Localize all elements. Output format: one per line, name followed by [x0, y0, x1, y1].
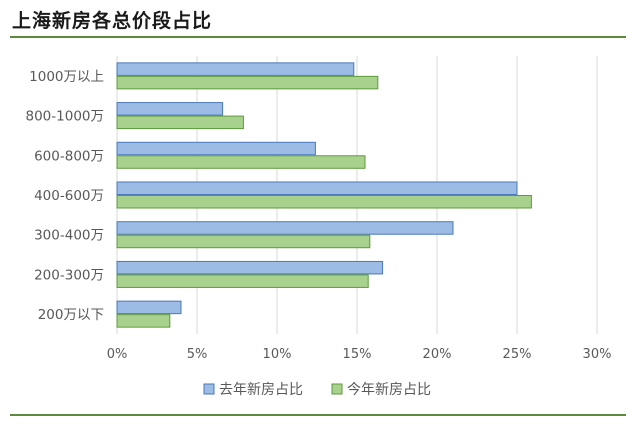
bar-this-year [116, 115, 244, 130]
bar-this-year [116, 195, 532, 209]
y-category-label: 200-300万 [34, 267, 104, 283]
bar-last-year [116, 300, 182, 315]
y-category-label: 800-1000万 [26, 109, 105, 125]
y-category-label: 400-600万 [34, 188, 104, 204]
x-tick-label: 15% [343, 347, 372, 362]
legend-swatch [203, 383, 215, 395]
legend-label: 今年新房占比 [347, 382, 431, 398]
bar-last-year [116, 181, 518, 195]
bar-last-year [116, 141, 316, 156]
x-tick-label: 0% [107, 347, 128, 362]
y-axis-labels: 1000万以上 800-1000万 600-800万 400-600万 300-400万… [26, 69, 105, 323]
x-axis-labels: 0% 5% 10% 15% 20% 25% 30% [107, 347, 612, 362]
title-underline [10, 36, 626, 38]
bar-this-year [116, 274, 369, 288]
legend-label: 去年新房占比 [219, 382, 303, 398]
chart-title: 上海新房各总价段占比 [12, 10, 213, 32]
x-tick-label: 10% [263, 347, 292, 362]
bars [116, 62, 532, 328]
y-category-label: 200万以下 [38, 307, 104, 323]
bar-this-year [116, 234, 371, 249]
bar-last-year [116, 260, 384, 275]
y-category-label: 600-800万 [34, 148, 104, 164]
x-tick-label: 20% [423, 347, 452, 362]
legend-swatch [331, 383, 343, 395]
y-category-label: 300-400万 [34, 228, 104, 244]
bar-last-year [116, 221, 454, 235]
x-tick-label: 30% [583, 347, 612, 362]
y-category-label: 1000万以上 [29, 69, 104, 85]
bar-last-year [116, 62, 355, 76]
bottom-rule [10, 414, 626, 416]
legend: 去年新房占比 今年新房占比 [203, 382, 431, 398]
bar-this-year [116, 314, 171, 328]
bar-this-year [116, 155, 366, 169]
x-tick-label: 5% [187, 347, 208, 362]
x-tick-label: 25% [503, 347, 532, 362]
bar-this-year [116, 75, 379, 90]
bar-last-year [116, 102, 224, 116]
